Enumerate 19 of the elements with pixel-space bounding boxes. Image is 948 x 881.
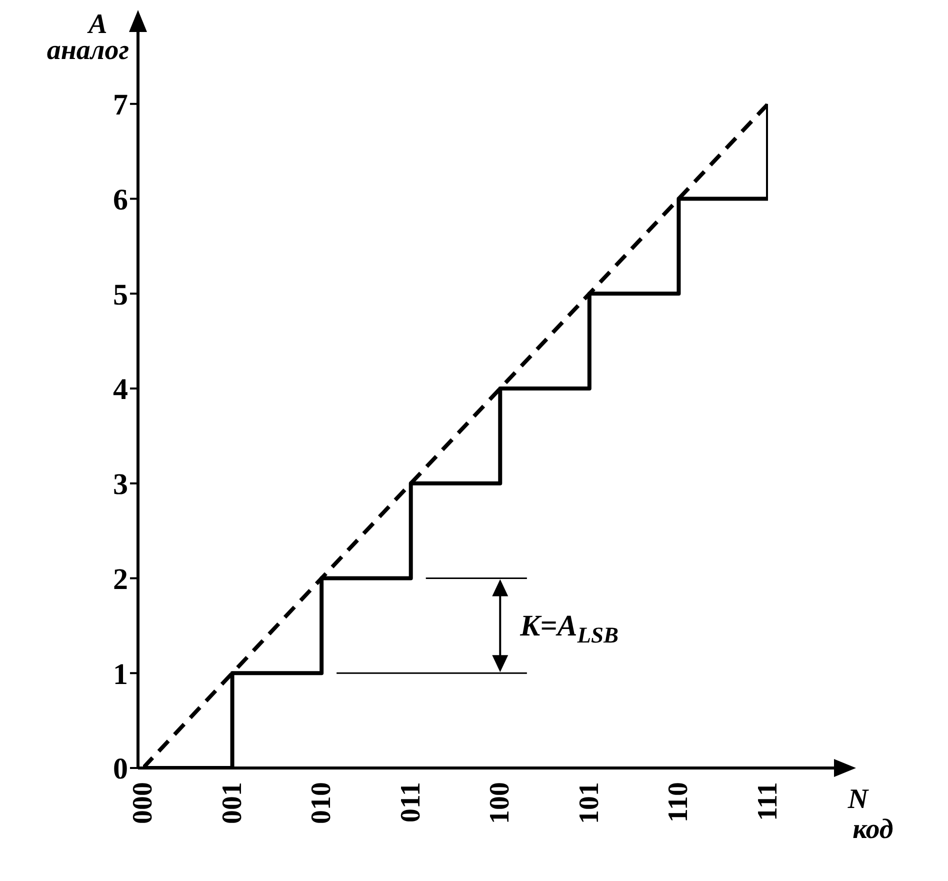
x-tick-label: 010	[306, 782, 338, 824]
y-tick-label: 5	[113, 278, 128, 312]
y-tick-label: 3	[113, 468, 128, 502]
x-tick-label: 111	[752, 782, 784, 821]
y-tick-label: 6	[113, 183, 128, 216]
y-tick-label: 4	[113, 373, 128, 406]
x-tick-label: 110	[663, 782, 694, 822]
y-tick-label: 1	[113, 658, 128, 691]
y-axis-title: A аналог	[46, 9, 130, 66]
y-tick-label: 2	[113, 562, 128, 596]
annotation: K=A$_{LSB}$	[519, 610, 619, 648]
x-tick-label: 011	[395, 782, 426, 822]
x-tick-label: 000	[128, 782, 158, 824]
x-tick-label: 001	[216, 782, 248, 824]
x-axis-title: N код	[846, 784, 894, 845]
y-tick-label: 7	[113, 88, 128, 122]
x-tick-label: 101	[574, 782, 605, 824]
x-tick-label: 100	[484, 782, 516, 824]
y-tick-label: 0	[113, 752, 128, 786]
